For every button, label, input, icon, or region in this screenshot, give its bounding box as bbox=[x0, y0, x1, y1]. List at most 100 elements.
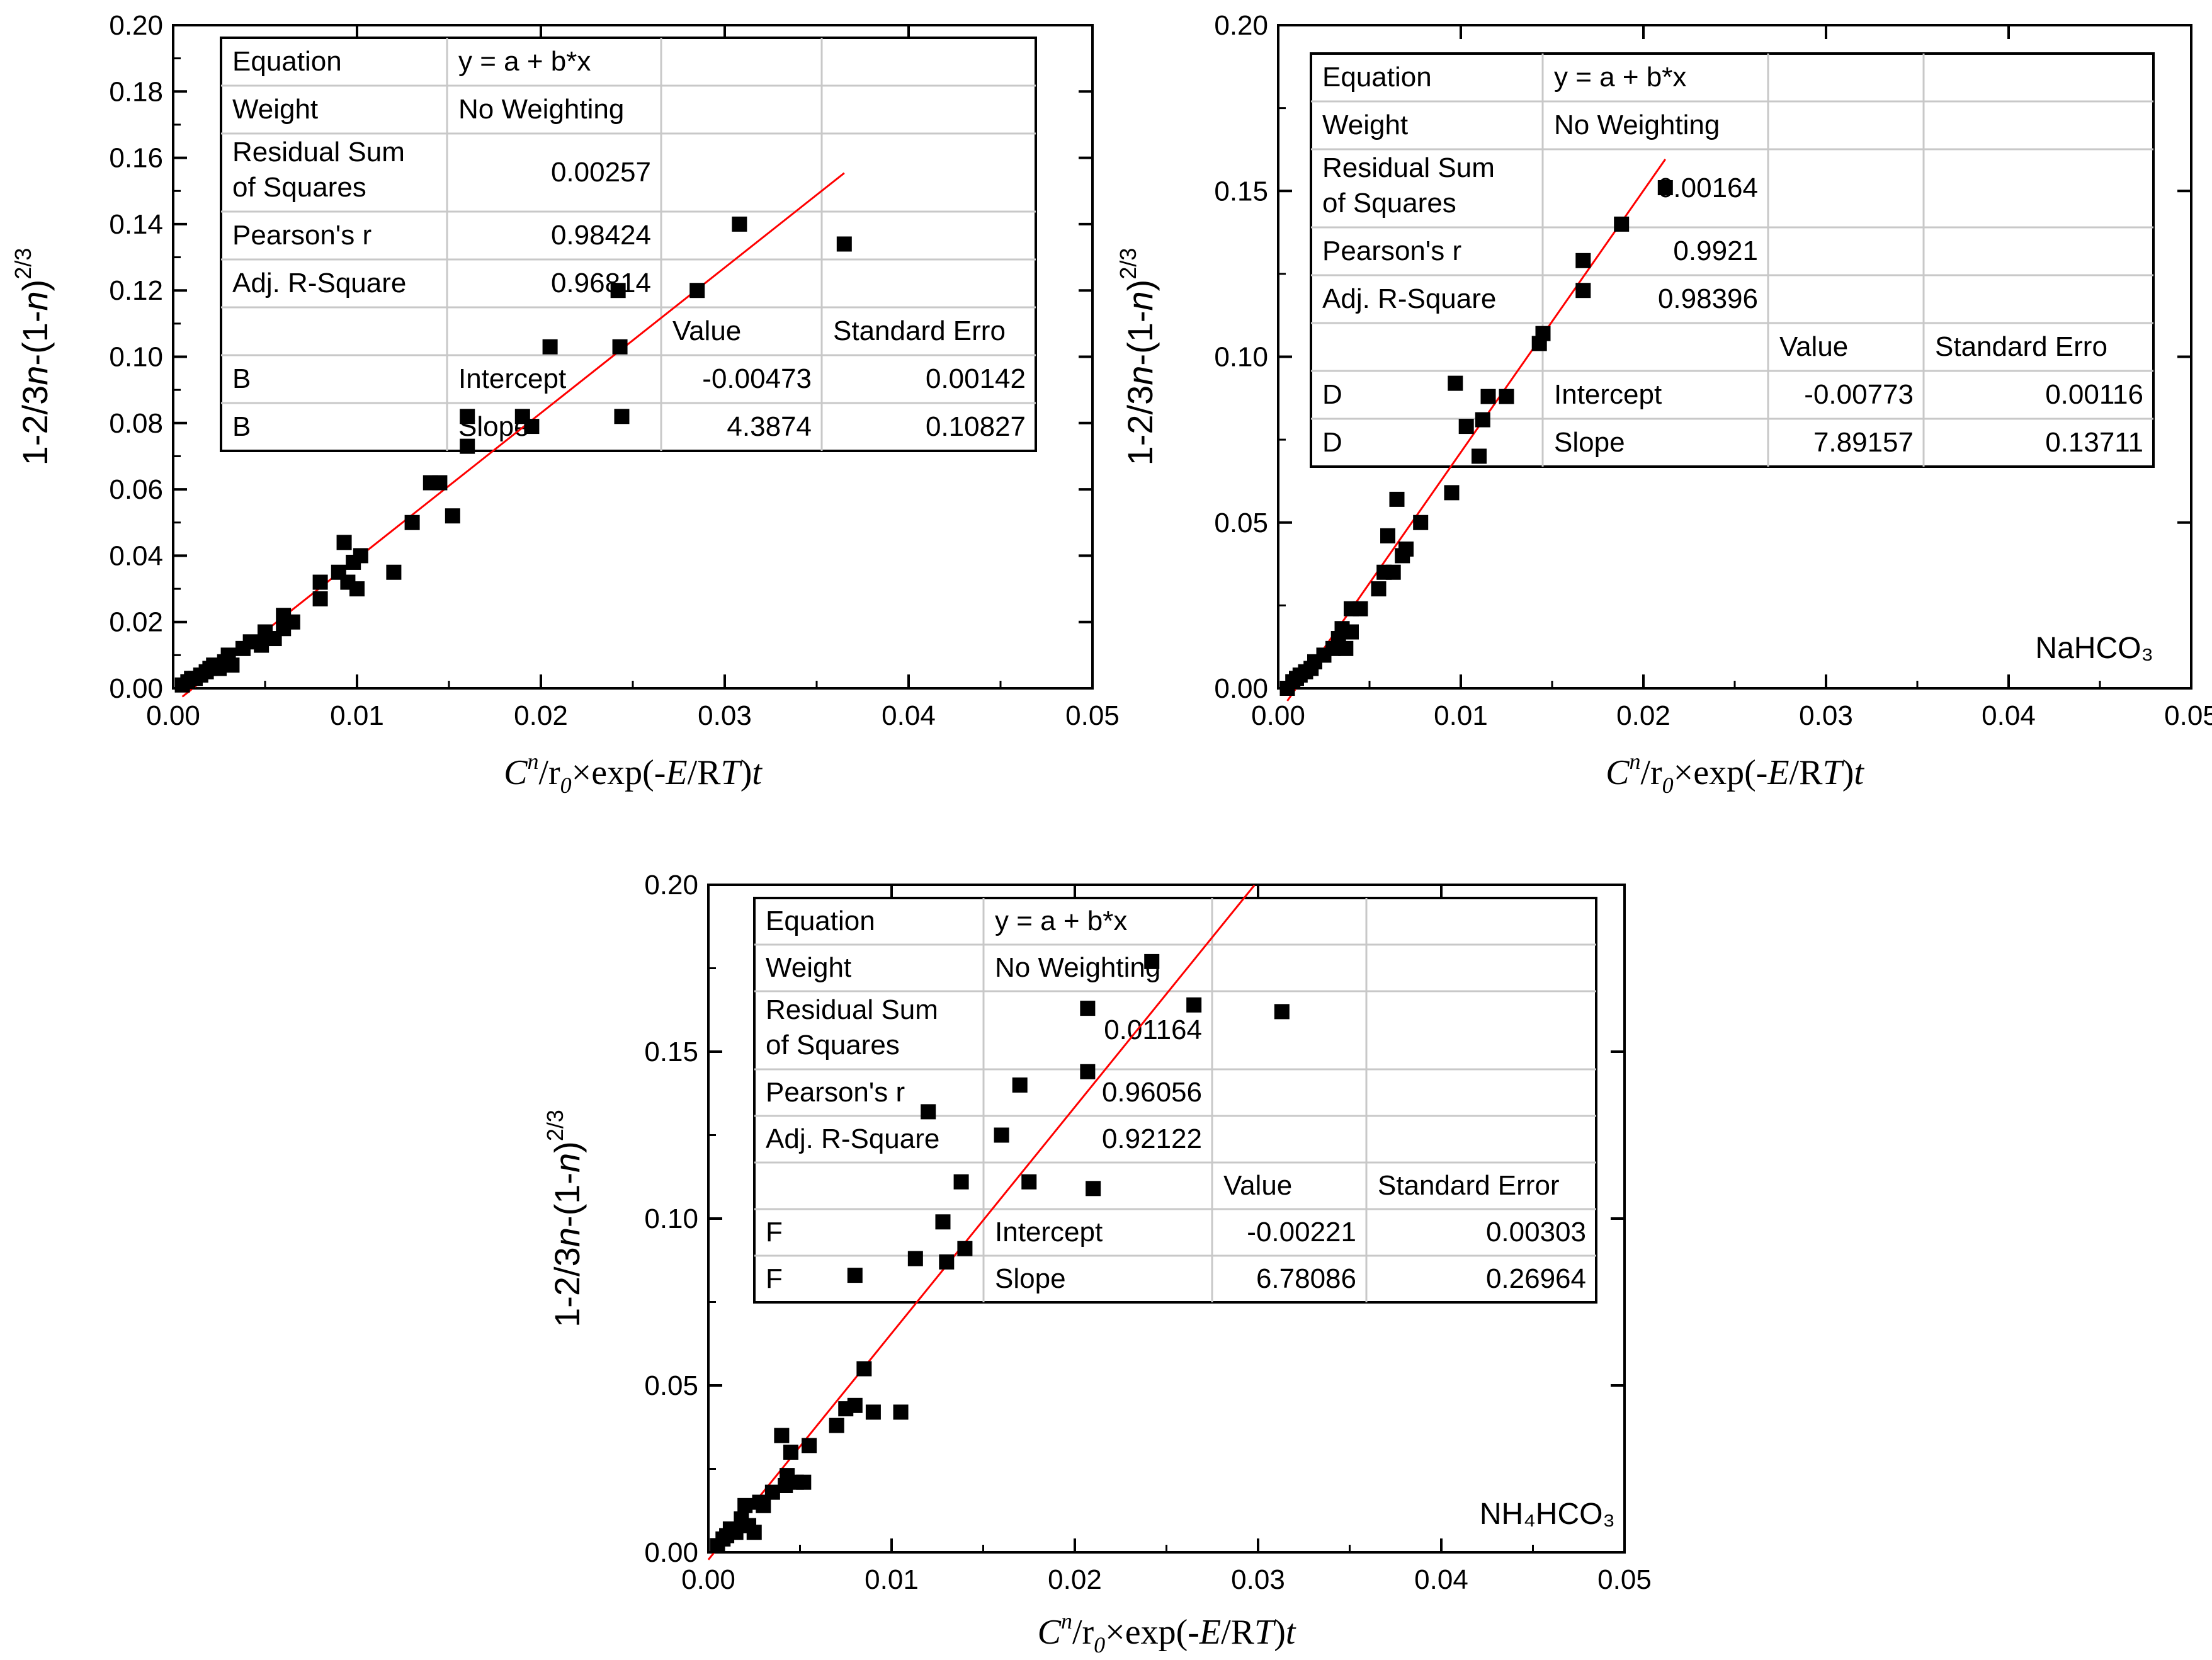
data-point bbox=[1021, 1174, 1037, 1190]
x-tick-label: 0.03 bbox=[698, 700, 752, 731]
table-cell: Adj. R-Square bbox=[1322, 283, 1496, 314]
data-point bbox=[847, 1397, 863, 1413]
x-tick-label: 0.05 bbox=[1597, 1564, 1652, 1595]
table-cell: Standard Erro bbox=[1935, 331, 2107, 362]
table-cell: y = a + b*x bbox=[995, 906, 1127, 936]
table-cell: 0.00164 bbox=[1658, 173, 1758, 203]
compound-annotation: NaHCO₃ bbox=[2035, 632, 2153, 665]
x-tick-label: 0.02 bbox=[514, 700, 568, 731]
data-point bbox=[921, 1104, 936, 1120]
table-cell: Standard Error bbox=[1378, 1170, 1560, 1201]
data-point bbox=[614, 409, 630, 424]
data-point bbox=[254, 637, 269, 653]
data-point bbox=[856, 1361, 872, 1377]
data-point bbox=[1086, 1181, 1101, 1197]
data-point bbox=[1144, 953, 1160, 969]
table-cell: Intercept bbox=[1554, 379, 1662, 410]
y-axis-label: 1-2/3n-(1-n)2/3 bbox=[542, 1110, 587, 1327]
table-cell: 7.89157 bbox=[1813, 427, 1914, 458]
table-cell: 0.00257 bbox=[551, 157, 651, 188]
compound-annotation: NH₄HCO₃ bbox=[1480, 1498, 1615, 1531]
data-point bbox=[1413, 514, 1429, 530]
table-cell: Weight bbox=[1322, 110, 1408, 140]
table-cell: Value bbox=[1779, 331, 1848, 362]
table-cell: Equation bbox=[766, 906, 875, 936]
data-point bbox=[1657, 179, 1673, 195]
table-cell: Weight bbox=[232, 94, 318, 125]
table-cell: y = a + b*x bbox=[1554, 62, 1686, 93]
data-point bbox=[353, 548, 368, 564]
table-cell: 0.00142 bbox=[926, 363, 1026, 394]
y-tick-label: 0.18 bbox=[109, 76, 163, 107]
data-point bbox=[847, 1268, 863, 1283]
stats-table bbox=[1310, 52, 2155, 468]
data-point bbox=[764, 1484, 780, 1500]
data-point bbox=[774, 1428, 790, 1443]
y-tick-label: 0.02 bbox=[109, 607, 163, 638]
data-point bbox=[994, 1127, 1009, 1143]
x-tick-label: 0.00 bbox=[146, 700, 200, 731]
table-cell: D bbox=[1322, 379, 1342, 410]
data-point bbox=[1080, 1064, 1096, 1079]
data-point bbox=[1472, 448, 1487, 464]
x-tick-label: 0.04 bbox=[882, 700, 936, 731]
data-point bbox=[1389, 491, 1405, 507]
x-tick-label: 0.05 bbox=[1065, 700, 1120, 731]
y-tick-label: 0.10 bbox=[644, 1203, 698, 1234]
x-tick-label: 0.04 bbox=[1982, 700, 2036, 731]
data-point bbox=[386, 564, 402, 580]
table-cell: Residual Sum of Squares bbox=[232, 137, 405, 203]
data-point bbox=[432, 475, 448, 491]
x-tick-label: 0.03 bbox=[1799, 700, 1853, 731]
x-tick-label: 0.05 bbox=[2164, 700, 2212, 731]
data-point bbox=[1338, 640, 1354, 656]
y-tick-label: 0.12 bbox=[109, 275, 163, 306]
chart-panel-nacl: 0.00 0.01 0.02 0.03 0.04 0.05 0.00 0.02 0.04 0.06… bbox=[10, 10, 1120, 798]
table-cell: -0.00221 bbox=[1247, 1217, 1356, 1248]
data-point bbox=[935, 1214, 951, 1230]
chart-panel-nh4hco3: 0.00 0.01 0.02 0.03 0.04 0.05 0.00 0.05 0.10 0.15… bbox=[542, 870, 1652, 1657]
y-tick-label: 0.05 bbox=[1214, 508, 1268, 538]
table-cell: No Weighting bbox=[1554, 110, 1720, 140]
data-point bbox=[953, 1174, 969, 1190]
data-point bbox=[732, 216, 747, 232]
table-cell: 4.3874 bbox=[727, 411, 812, 442]
data-point bbox=[1575, 283, 1591, 298]
x-axis-label: Cn/r0×exp(-E/RT)t bbox=[504, 749, 763, 798]
table-cell: 0.01164 bbox=[1104, 1015, 1202, 1045]
y-tick-label: 0.10 bbox=[109, 342, 163, 373]
data-point bbox=[802, 1438, 817, 1453]
y-axis-label: 1-2/3n-(1-n)2/3 bbox=[10, 248, 55, 466]
y-tick-label: 0.10 bbox=[1214, 342, 1268, 373]
data-point bbox=[460, 438, 475, 454]
data-point bbox=[1480, 389, 1496, 404]
data-point bbox=[524, 419, 540, 435]
y-tick-label: 0.00 bbox=[644, 1537, 698, 1568]
x-tick-label: 0.01 bbox=[1434, 700, 1488, 731]
data-point bbox=[756, 1498, 771, 1513]
y-tick-label: 0.00 bbox=[1214, 673, 1268, 704]
data-point bbox=[1448, 375, 1463, 391]
data-point bbox=[1371, 581, 1387, 597]
data-point bbox=[610, 283, 626, 298]
data-point bbox=[783, 1445, 798, 1460]
x-tick-label: 0.00 bbox=[1251, 700, 1305, 731]
table-cell: 0.26964 bbox=[1486, 1263, 1586, 1294]
fit-line bbox=[707, 884, 1256, 1561]
table-cell: F bbox=[766, 1263, 783, 1294]
table-cell: Slope bbox=[1554, 427, 1625, 458]
data-point bbox=[612, 339, 628, 355]
table-cell: -0.00473 bbox=[702, 363, 812, 394]
x-tick-label: 0.01 bbox=[330, 700, 384, 731]
y-tick-label: 0.20 bbox=[109, 10, 163, 41]
y-tick-label: 0.16 bbox=[109, 143, 163, 174]
table-cell: Weight bbox=[766, 952, 851, 983]
table-cell: B bbox=[232, 411, 251, 442]
data-point bbox=[1499, 389, 1514, 404]
table-cell: Slope bbox=[995, 1263, 1066, 1294]
stats-table bbox=[753, 897, 1597, 1304]
data-point bbox=[836, 236, 852, 252]
y-axis-label: 1-2/3n-(1-n)2/3 bbox=[1115, 248, 1160, 466]
data-point bbox=[737, 1498, 753, 1513]
